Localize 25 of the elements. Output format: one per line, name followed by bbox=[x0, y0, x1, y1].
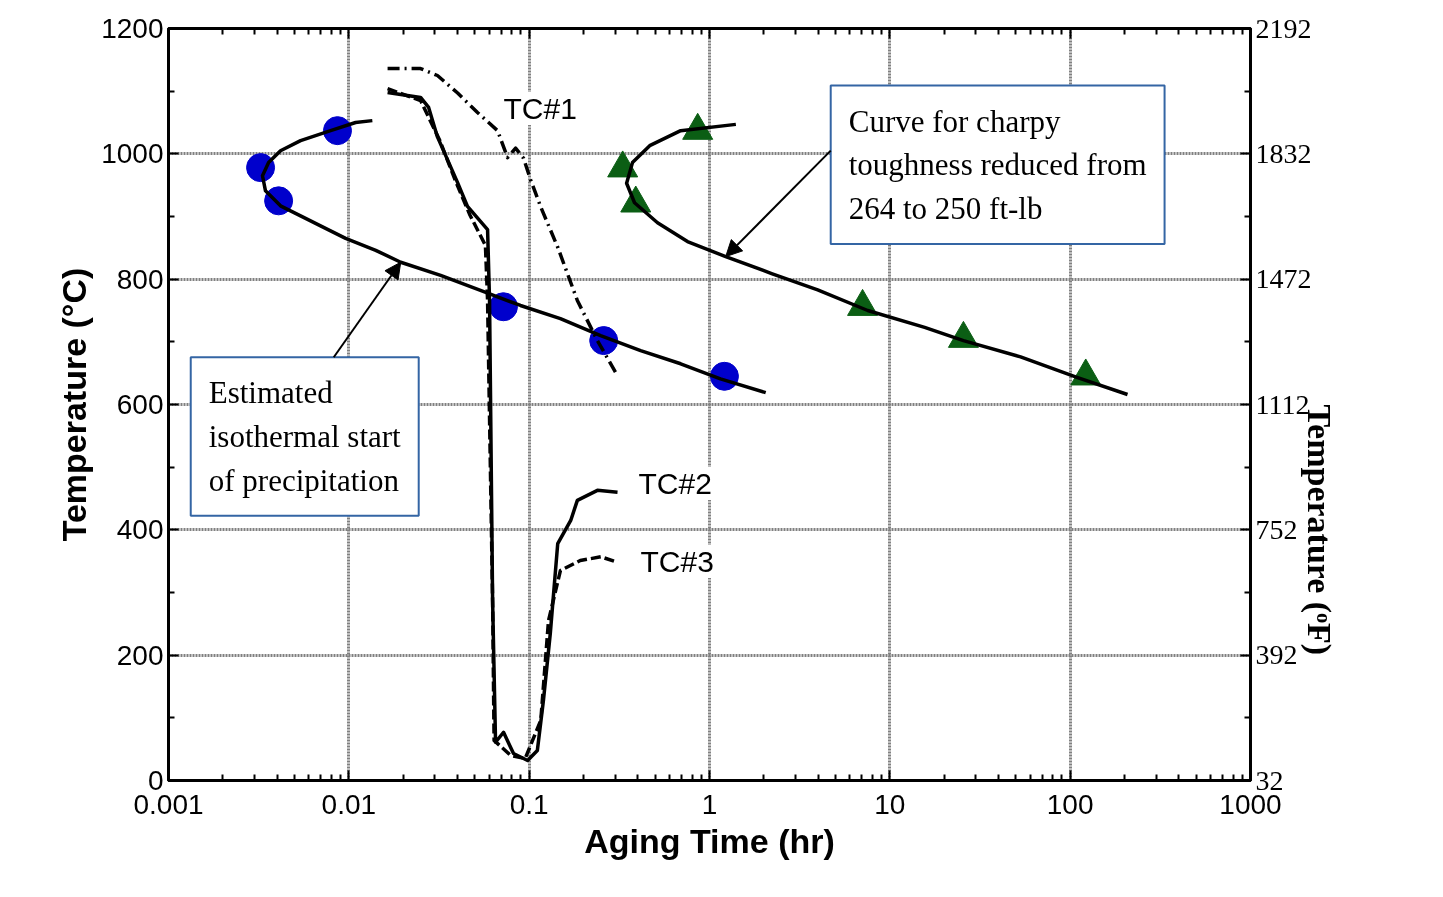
annotation: Estimated isothermal start of precipitation bbox=[208, 375, 402, 498]
annotation: Curve for charpy toughness reduced from 264 to 250 ft-lb bbox=[848, 103, 1147, 227]
x-axis-title: Aging Time (hr) bbox=[584, 821, 835, 860]
annotation: TC#3 bbox=[640, 545, 714, 578]
y2-tick-label: 1472 bbox=[1255, 263, 1312, 295]
y2-tick-label: 752 bbox=[1255, 513, 1298, 545]
y-tick-label: 1200 bbox=[101, 13, 164, 44]
y2-tick-label: 392 bbox=[1255, 639, 1298, 671]
y-tick-label: 800 bbox=[116, 263, 164, 295]
x-tick-label: 0.1 bbox=[509, 788, 549, 820]
y-tick-label: 400 bbox=[116, 514, 164, 546]
x-tick-label: 10 bbox=[874, 788, 906, 820]
y2-tick-label: 2192 bbox=[1255, 12, 1312, 44]
y-axis-title: Temperature (°C) bbox=[55, 267, 94, 542]
y2-tick-label: 32 bbox=[1255, 764, 1284, 796]
x-tick-label: 0.01 bbox=[321, 788, 377, 820]
y-tick-label: 200 bbox=[116, 639, 164, 671]
y2-tick-label: 1832 bbox=[1255, 137, 1312, 169]
annotation: TC#2 bbox=[638, 467, 712, 500]
y-tick-label: 1000 bbox=[101, 138, 164, 170]
y-tick-label: 0 bbox=[147, 765, 164, 796]
x-tick-label: 1 bbox=[701, 788, 718, 820]
y-tick-label: 600 bbox=[116, 389, 164, 420]
x-tick-label: 100 bbox=[1046, 788, 1094, 820]
annotation: TC#1 bbox=[503, 92, 577, 125]
